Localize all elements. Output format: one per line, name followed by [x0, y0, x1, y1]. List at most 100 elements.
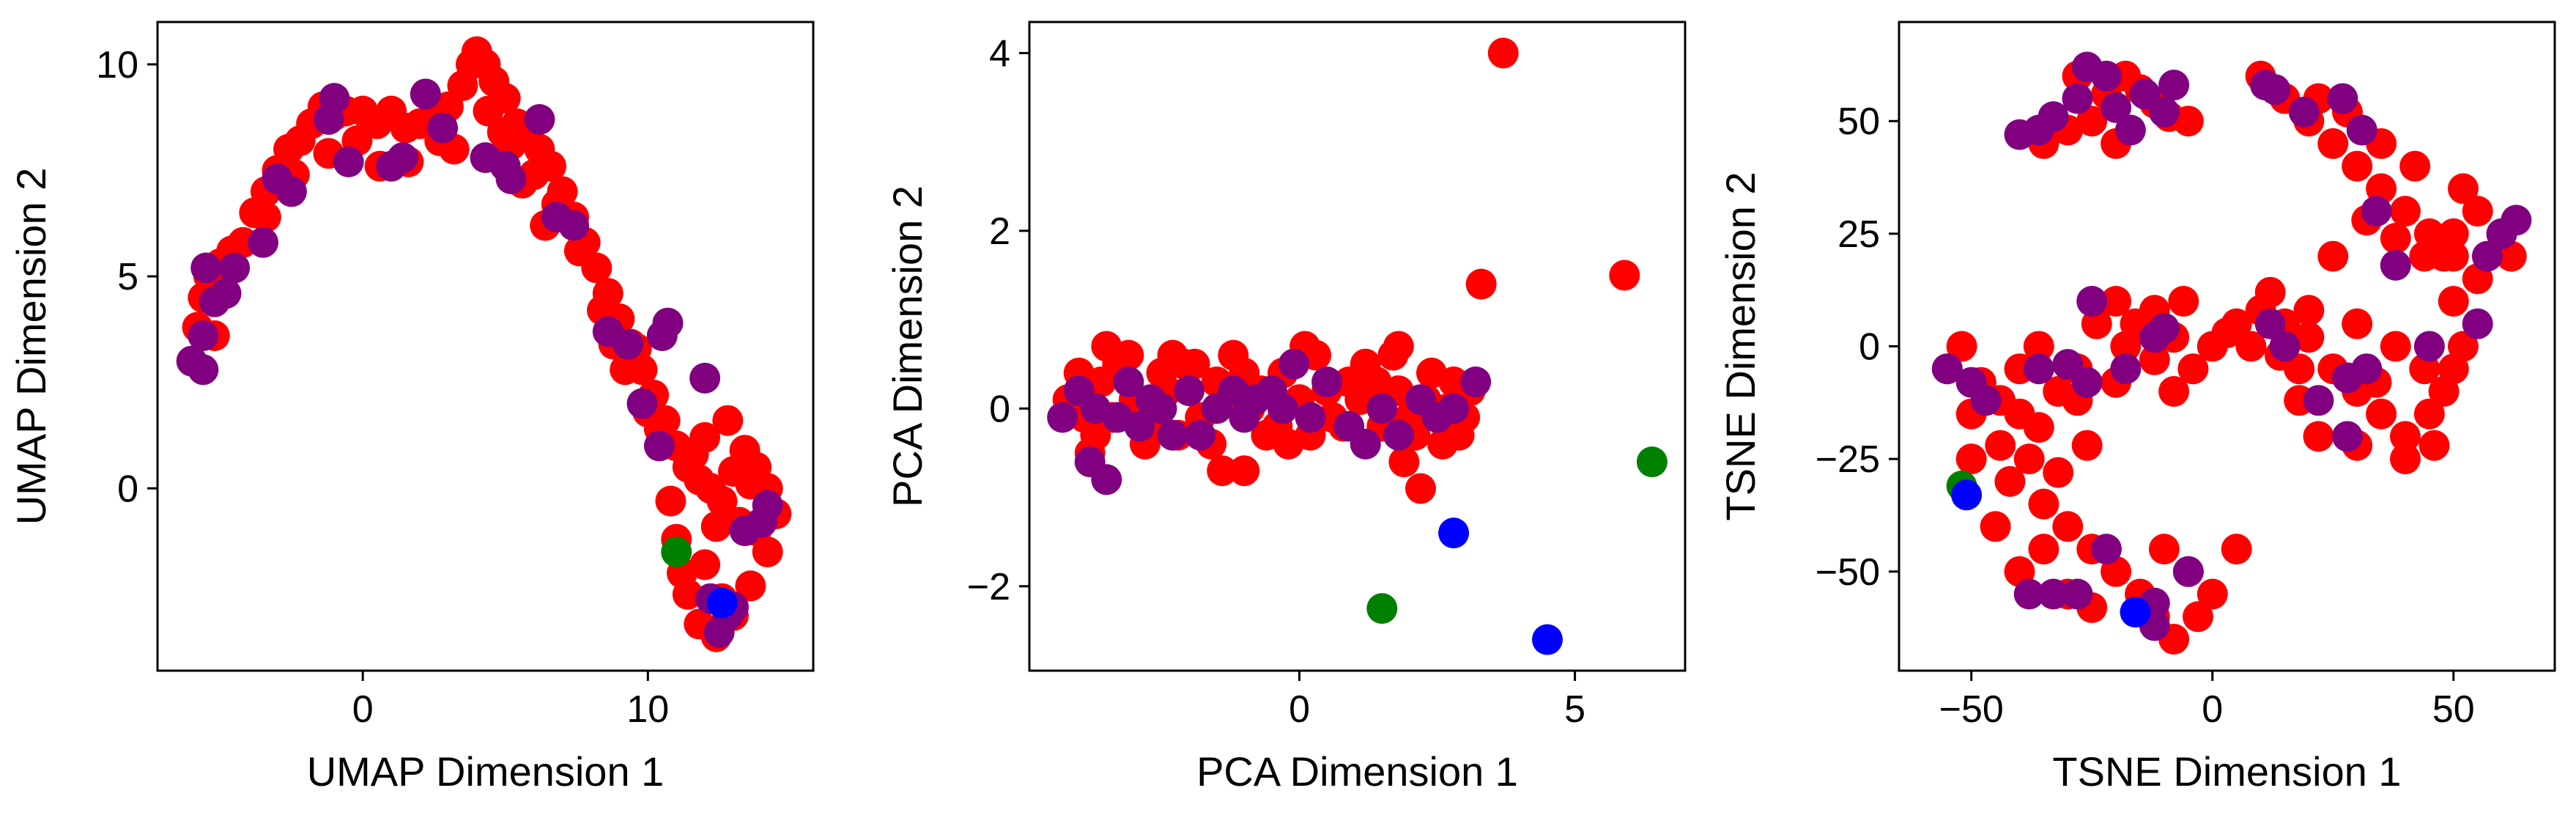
- data-point: [2390, 421, 2421, 452]
- data-point: [2110, 353, 2142, 385]
- data-point: [2172, 556, 2204, 587]
- y-tick-label: 0: [1859, 326, 1880, 369]
- data-point: [2418, 430, 2450, 461]
- y-tick-label: 2: [989, 210, 1010, 253]
- data-point: [1229, 455, 1260, 487]
- data-point: [2317, 240, 2349, 272]
- x-tick-label: 5: [1564, 688, 1585, 731]
- data-point: [1438, 517, 1470, 549]
- data-point: [2221, 534, 2252, 565]
- data-point: [1174, 375, 1205, 407]
- data-point: [2317, 128, 2349, 159]
- data-point: [2303, 421, 2334, 452]
- data-point: [2438, 218, 2469, 249]
- data-point: [2023, 412, 2054, 443]
- data-point: [2038, 101, 2069, 133]
- data-point: [2413, 331, 2445, 362]
- data-point: [652, 307, 684, 339]
- data-point: [2380, 223, 2411, 254]
- data-point: [700, 511, 732, 542]
- data-point: [2254, 308, 2286, 339]
- data-point: [2023, 331, 2054, 362]
- data-point: [1113, 366, 1144, 397]
- data-point: [1985, 430, 2016, 461]
- data-point: [563, 235, 595, 267]
- data-point: [2196, 578, 2228, 610]
- data-point: [1091, 331, 1122, 362]
- data-point: [1146, 393, 1177, 424]
- data-point: [248, 226, 278, 258]
- data-point: [2076, 286, 2108, 317]
- data-point: [313, 104, 344, 135]
- data-point: [661, 537, 692, 567]
- data-point: [524, 104, 555, 135]
- data-point: [2471, 240, 2503, 272]
- data-point: [486, 117, 518, 148]
- data-point: [2254, 276, 2286, 308]
- data-point: [2366, 398, 2397, 430]
- data-point: [626, 388, 658, 419]
- y-tick-label: 0: [117, 468, 138, 510]
- data-point: [2071, 430, 2103, 461]
- y-tick-label: 4: [989, 32, 1010, 75]
- data-point: [1405, 473, 1436, 504]
- data-point: [2327, 83, 2358, 114]
- data-point: [188, 354, 219, 386]
- data-point: [2091, 534, 2122, 565]
- data-point: [2076, 106, 2108, 137]
- data-point: [410, 78, 441, 110]
- data-point: [2399, 150, 2431, 182]
- data-point: [558, 210, 590, 241]
- data-point: [2390, 196, 2421, 227]
- data-point: [643, 430, 675, 462]
- points: [1931, 51, 2532, 655]
- data-point: [2351, 353, 2383, 385]
- y-tick-label: −50: [1816, 551, 1880, 594]
- data-point: [2177, 353, 2209, 385]
- x-tick-label: 0: [2202, 688, 2223, 731]
- data-point: [190, 252, 222, 284]
- data-point: [1427, 428, 1459, 460]
- x-tick-label: 10: [626, 688, 669, 731]
- data-point: [1487, 37, 1519, 69]
- data-point: [2332, 421, 2363, 452]
- data-point: [2288, 96, 2320, 128]
- data-point: [2235, 331, 2267, 362]
- x-axis-label: TSNE Dimension 1: [2052, 748, 2401, 795]
- data-point: [2028, 488, 2059, 520]
- data-point: [2380, 249, 2411, 281]
- data-point: [752, 490, 783, 521]
- data-point: [1157, 419, 1188, 451]
- data-point: [250, 202, 281, 233]
- data-point: [2390, 443, 2421, 475]
- data-point: [495, 163, 527, 194]
- data-point: [2043, 457, 2074, 488]
- y-tick-label: 0: [989, 388, 1010, 430]
- data-point: [2172, 106, 2204, 137]
- data-point: [612, 328, 644, 360]
- data-point: [655, 485, 686, 517]
- data-point: [1994, 465, 2026, 497]
- data-point: [1366, 593, 1398, 624]
- data-point: [2129, 78, 2161, 110]
- x-tick-label: 50: [2432, 688, 2475, 731]
- data-point: [2168, 286, 2199, 317]
- data-point: [1047, 402, 1078, 433]
- data-point: [210, 278, 242, 309]
- data-point: [2183, 601, 2213, 633]
- data-point: [1438, 366, 1470, 397]
- data-point: [2062, 578, 2093, 610]
- data-point: [427, 112, 459, 144]
- data-point: [1157, 339, 1188, 371]
- plot-frame: [1028, 21, 1687, 672]
- data-point: [1091, 464, 1122, 495]
- x-axis-label: UMAP Dimension 1: [307, 748, 665, 795]
- data-point: [1609, 259, 1640, 291]
- data-point: [2101, 92, 2132, 123]
- data-point: [2501, 204, 2532, 236]
- data-point: [387, 142, 418, 174]
- data-point: [1383, 331, 1414, 362]
- data-point: [1295, 402, 1326, 433]
- data-point: [2211, 317, 2243, 349]
